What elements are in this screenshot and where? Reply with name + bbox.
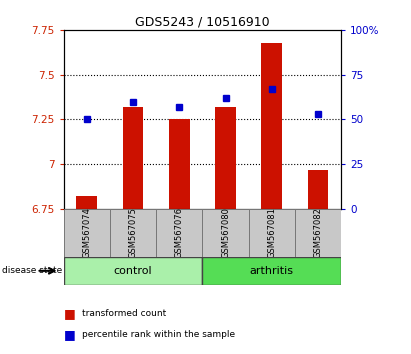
Bar <box>169 120 190 209</box>
Bar <box>156 209 203 257</box>
Bar <box>64 257 203 285</box>
Bar <box>64 209 110 257</box>
Bar <box>122 107 143 209</box>
Text: ■: ■ <box>64 307 76 320</box>
Title: GDS5243 / 10516910: GDS5243 / 10516910 <box>135 16 270 29</box>
Text: GSM567075: GSM567075 <box>129 207 138 258</box>
Text: GSM567076: GSM567076 <box>175 207 184 258</box>
Bar <box>203 257 341 285</box>
Text: GSM567081: GSM567081 <box>267 207 276 258</box>
Bar <box>307 170 328 209</box>
Text: control: control <box>114 266 152 276</box>
Text: GSM567074: GSM567074 <box>82 207 91 258</box>
Bar <box>261 42 282 209</box>
Bar <box>203 209 249 257</box>
Text: disease state: disease state <box>2 266 62 275</box>
Text: transformed count: transformed count <box>82 309 166 318</box>
Bar <box>76 196 97 209</box>
Text: percentile rank within the sample: percentile rank within the sample <box>82 330 236 339</box>
Text: ■: ■ <box>64 328 76 341</box>
Bar <box>249 209 295 257</box>
Bar <box>110 209 156 257</box>
Text: GSM567082: GSM567082 <box>314 207 323 258</box>
Text: arthritis: arthritis <box>250 266 294 276</box>
Text: GSM567080: GSM567080 <box>221 207 230 258</box>
Bar <box>215 107 236 209</box>
Bar <box>295 209 341 257</box>
